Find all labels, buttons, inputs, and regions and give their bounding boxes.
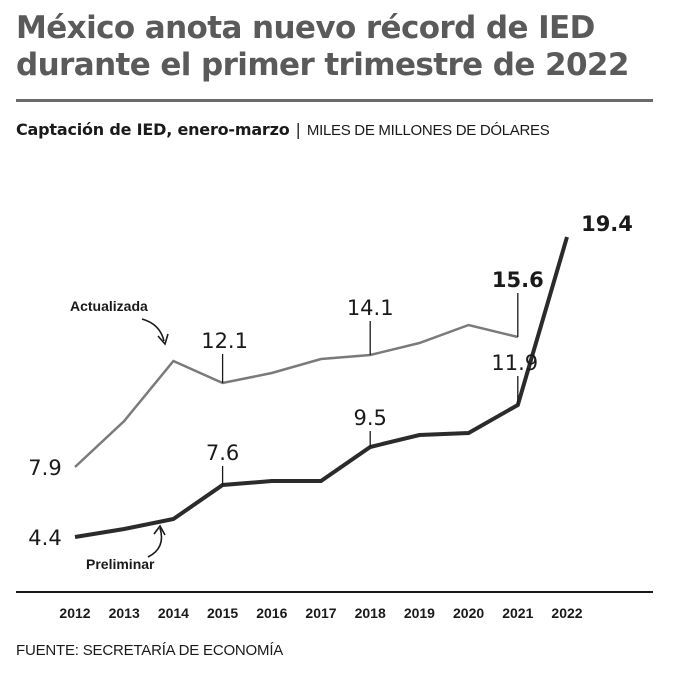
data-label-actualizada-2012: 7.9: [28, 456, 61, 480]
data-labels: 7.9 12.1 14.1 15.6 4.4 7.6 9.5 11.9 19.4: [28, 212, 633, 550]
data-label-preliminar-2012: 4.4: [28, 526, 61, 550]
subtitle-units: MILES DE MILLONES DE DÓLARES: [306, 122, 550, 139]
label-leaders: [221, 293, 519, 485]
arrow-preliminar-head: [153, 524, 166, 536]
data-label-preliminar-2015: 7.6: [206, 441, 239, 465]
title-divider: [16, 99, 653, 102]
x-tick-2013: 2013: [109, 605, 140, 621]
data-label-preliminar-2018: 9.5: [353, 406, 386, 430]
x-tick-2018: 2018: [355, 605, 386, 621]
data-label-actualizada-2018: 14.1: [347, 296, 394, 320]
data-label-preliminar-2022: 19.4: [581, 212, 633, 236]
x-tick-2022: 2022: [551, 605, 582, 621]
series-line-actualizada: [74, 323, 519, 468]
subtitle-main: Captación de IED, enero-marzo: [16, 120, 290, 139]
legend-actualizada: Actualizada: [70, 298, 148, 314]
x-tick-2019: 2019: [404, 605, 435, 621]
arrow-preliminar: [147, 527, 163, 558]
x-tick-2020: 2020: [453, 605, 484, 621]
chart-title: México anota nuevo récord de IED durante…: [16, 10, 629, 83]
x-tick-2015: 2015: [207, 605, 238, 621]
arrow-actualizada-head: [157, 333, 169, 346]
x-tick-2016: 2016: [256, 605, 287, 621]
data-label-actualizada-2021: 15.6: [492, 268, 544, 292]
chart-subtitle: Captación de IED, enero-marzo | MILES DE M…: [16, 120, 550, 139]
x-tick-labels: 2012 2013 2014 2015 2016 2017 2018 2019 2020 2021…: [59, 605, 582, 621]
data-label-preliminar-2021: 11.9: [491, 351, 538, 375]
x-tick-2017: 2017: [305, 605, 336, 621]
subtitle-separator: |: [295, 120, 301, 139]
series-line-preliminar: [74, 236, 569, 539]
x-tick-2014: 2014: [158, 605, 189, 621]
data-label-actualizada-2015: 12.1: [201, 329, 248, 353]
arrow-actualizada: [141, 318, 165, 342]
legend-preliminar: Preliminar: [86, 556, 155, 572]
x-tick-2012: 2012: [59, 605, 90, 621]
x-tick-2021: 2021: [502, 605, 533, 621]
source-note: FUENTE: SECRETARÍA DE ECONOMÍA: [16, 642, 284, 659]
